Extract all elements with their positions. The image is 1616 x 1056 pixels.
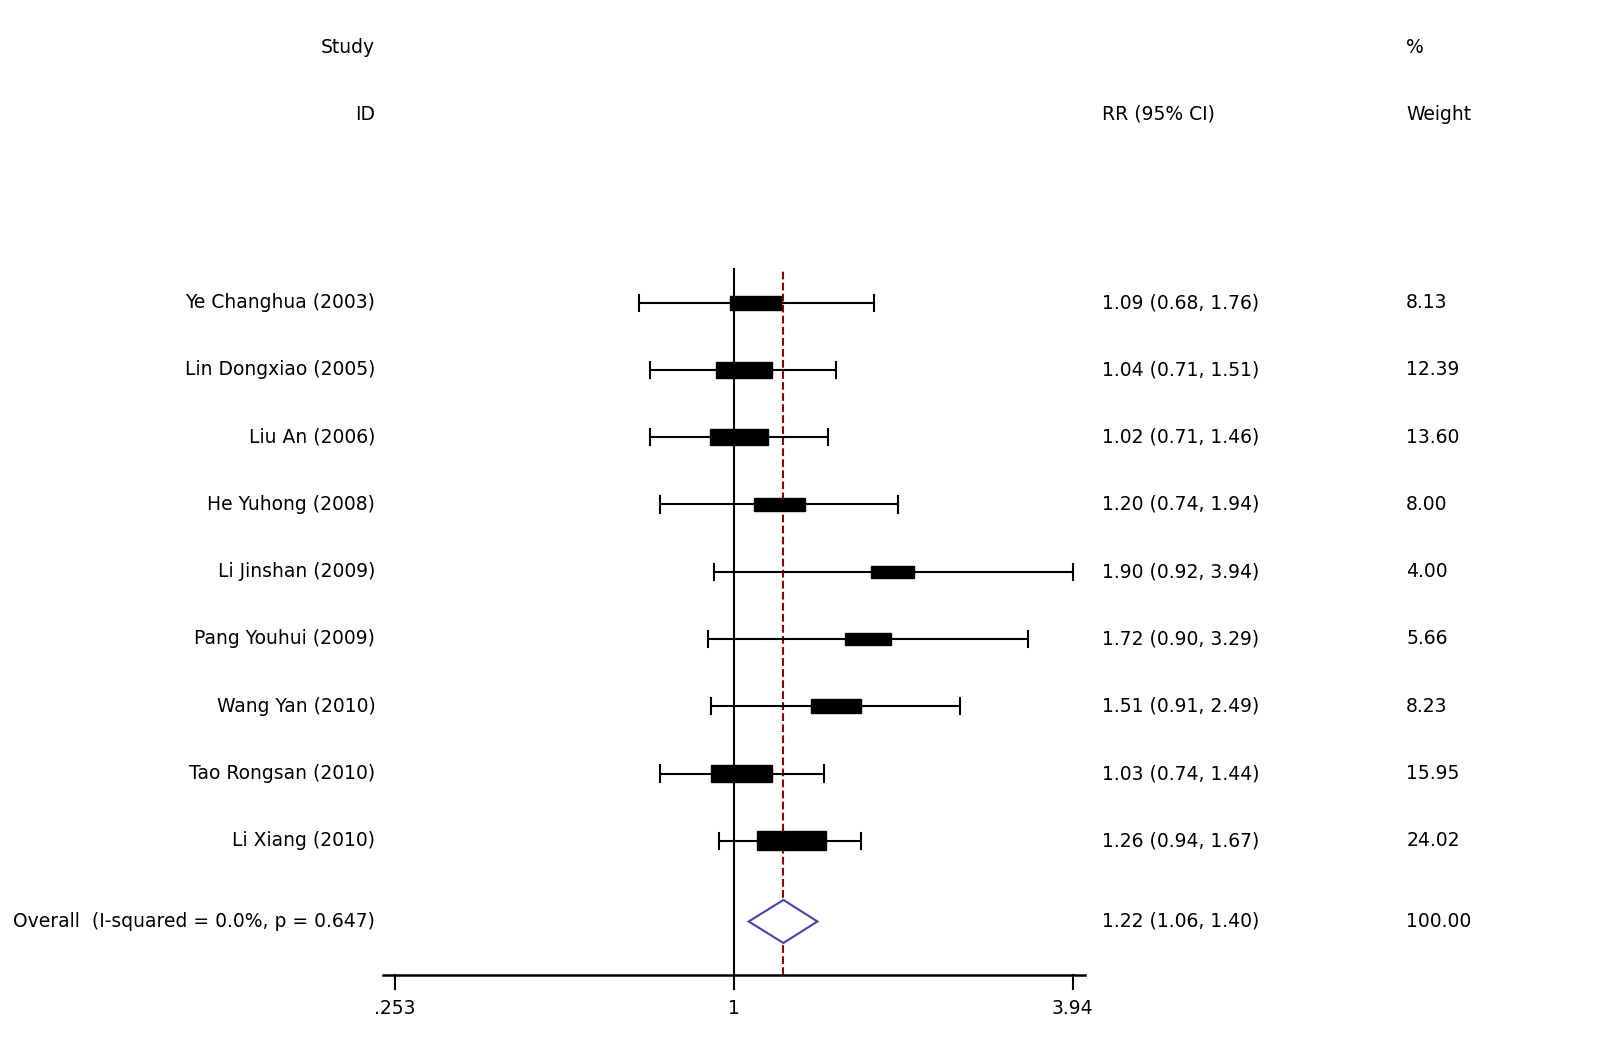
Text: Lin Dongxiao (2005): Lin Dongxiao (2005) [184,360,375,379]
Text: 1.09 (0.68, 1.76): 1.09 (0.68, 1.76) [1102,294,1259,313]
Text: He Yuhong (2008): He Yuhong (2008) [207,495,375,514]
Text: 4.00: 4.00 [1406,562,1448,581]
Text: Overall  (I-squared = 0.0%, p = 0.647): Overall (I-squared = 0.0%, p = 0.647) [13,912,375,931]
Text: 1.04 (0.71, 1.51): 1.04 (0.71, 1.51) [1102,360,1260,379]
Text: 8.13: 8.13 [1406,294,1448,313]
Text: Li Xiang (2010): Li Xiang (2010) [233,831,375,850]
Text: Ye Changhua (2003): Ye Changhua (2003) [186,294,375,313]
Text: 1.51 (0.91, 2.49): 1.51 (0.91, 2.49) [1102,697,1260,716]
Bar [845,633,892,645]
Text: .253: .253 [375,999,415,1018]
Text: 3.94: 3.94 [1052,999,1094,1018]
Bar [811,699,861,713]
Text: Wang Yan (2010): Wang Yan (2010) [217,697,375,716]
Bar [711,766,772,781]
Text: 12.39: 12.39 [1406,360,1459,379]
Bar [730,296,781,309]
Text: Li Jinshan (2009): Li Jinshan (2009) [218,562,375,581]
Text: 1.22 (1.06, 1.40): 1.22 (1.06, 1.40) [1102,912,1260,931]
Text: ID: ID [356,105,375,124]
Text: 1.26 (0.94, 1.67): 1.26 (0.94, 1.67) [1102,831,1260,850]
Text: Tao Rongsan (2010): Tao Rongsan (2010) [189,763,375,782]
Text: 15.95: 15.95 [1406,763,1459,782]
Text: Weight: Weight [1406,105,1471,124]
Bar [755,497,805,511]
Text: 8.23: 8.23 [1406,697,1448,716]
Text: 1.90 (0.92, 3.94): 1.90 (0.92, 3.94) [1102,562,1260,581]
Text: 100.00: 100.00 [1406,912,1472,931]
Text: 1.03 (0.74, 1.44): 1.03 (0.74, 1.44) [1102,763,1260,782]
Bar [756,831,826,850]
Text: 1.02 (0.71, 1.46): 1.02 (0.71, 1.46) [1102,428,1260,447]
Polygon shape [748,900,818,943]
Text: Study: Study [322,38,375,57]
Text: 8.00: 8.00 [1406,495,1448,514]
Text: 5.66: 5.66 [1406,629,1448,648]
Text: Liu An (2006): Liu An (2006) [249,428,375,447]
Text: Pang Youhui (2009): Pang Youhui (2009) [194,629,375,648]
Text: 1.20 (0.74, 1.94): 1.20 (0.74, 1.94) [1102,495,1260,514]
Text: 24.02: 24.02 [1406,831,1459,850]
Text: RR (95% CI): RR (95% CI) [1102,105,1215,124]
Text: %: % [1406,38,1424,57]
Bar [709,430,768,446]
Text: 1.72 (0.90, 3.29): 1.72 (0.90, 3.29) [1102,629,1259,648]
Bar [716,362,772,378]
Text: 1: 1 [729,999,740,1018]
Bar [871,566,915,578]
Text: 13.60: 13.60 [1406,428,1459,447]
